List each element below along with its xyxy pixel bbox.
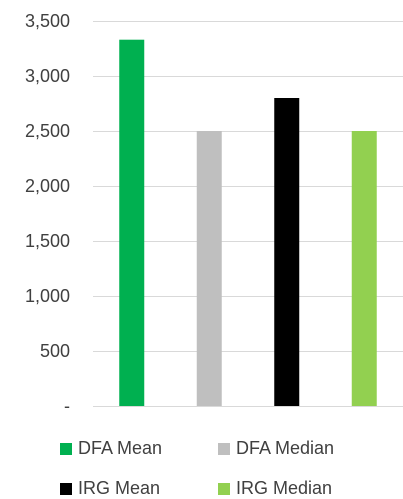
legend-label-dfa-mean: DFA Mean — [78, 438, 163, 458]
legend-swatch-irg-median — [218, 482, 230, 495]
y-tick-label: 3,000 — [25, 66, 70, 86]
legend-item-dfa-mean: DFA Mean — [60, 438, 162, 459]
legend-item-irg-median: IRG Median — [218, 478, 332, 499]
bar-irg-median — [351, 131, 377, 406]
y-tick-label: 2,500 — [25, 121, 70, 141]
legend-swatch-dfa-mean — [60, 442, 72, 455]
legend-label-irg-median: IRG Median — [236, 478, 333, 498]
legend-item-dfa-median: DFA Median — [218, 438, 334, 459]
legend-item-irg-mean: IRG Mean — [60, 478, 160, 499]
y-tick-label: 1,000 — [25, 286, 70, 306]
y-tick-label: 2,000 — [25, 176, 70, 196]
bar-chart: - 500 1,000 1,500 2,000 2,500 3,000 3,500 — [25, 11, 403, 416]
gridlines — [93, 21, 403, 407]
bar-dfa-median — [196, 131, 222, 406]
y-tick-label: - — [64, 396, 70, 416]
legend-label-dfa-median: DFA Median — [236, 438, 335, 458]
bar-dfa-mean — [119, 39, 145, 406]
legend-swatch-dfa-median — [218, 442, 230, 455]
y-tick-label: 500 — [40, 341, 70, 361]
y-axis-tick-labels: - 500 1,000 1,500 2,000 2,500 3,000 3,500 — [25, 11, 70, 416]
bar-irg-mean — [274, 98, 300, 406]
legend-label-irg-mean: IRG Mean — [78, 478, 161, 498]
bars — [119, 39, 377, 406]
y-tick-label: 1,500 — [25, 231, 70, 251]
y-tick-label: 3,500 — [25, 11, 70, 31]
legend-swatch-irg-mean — [60, 482, 72, 495]
